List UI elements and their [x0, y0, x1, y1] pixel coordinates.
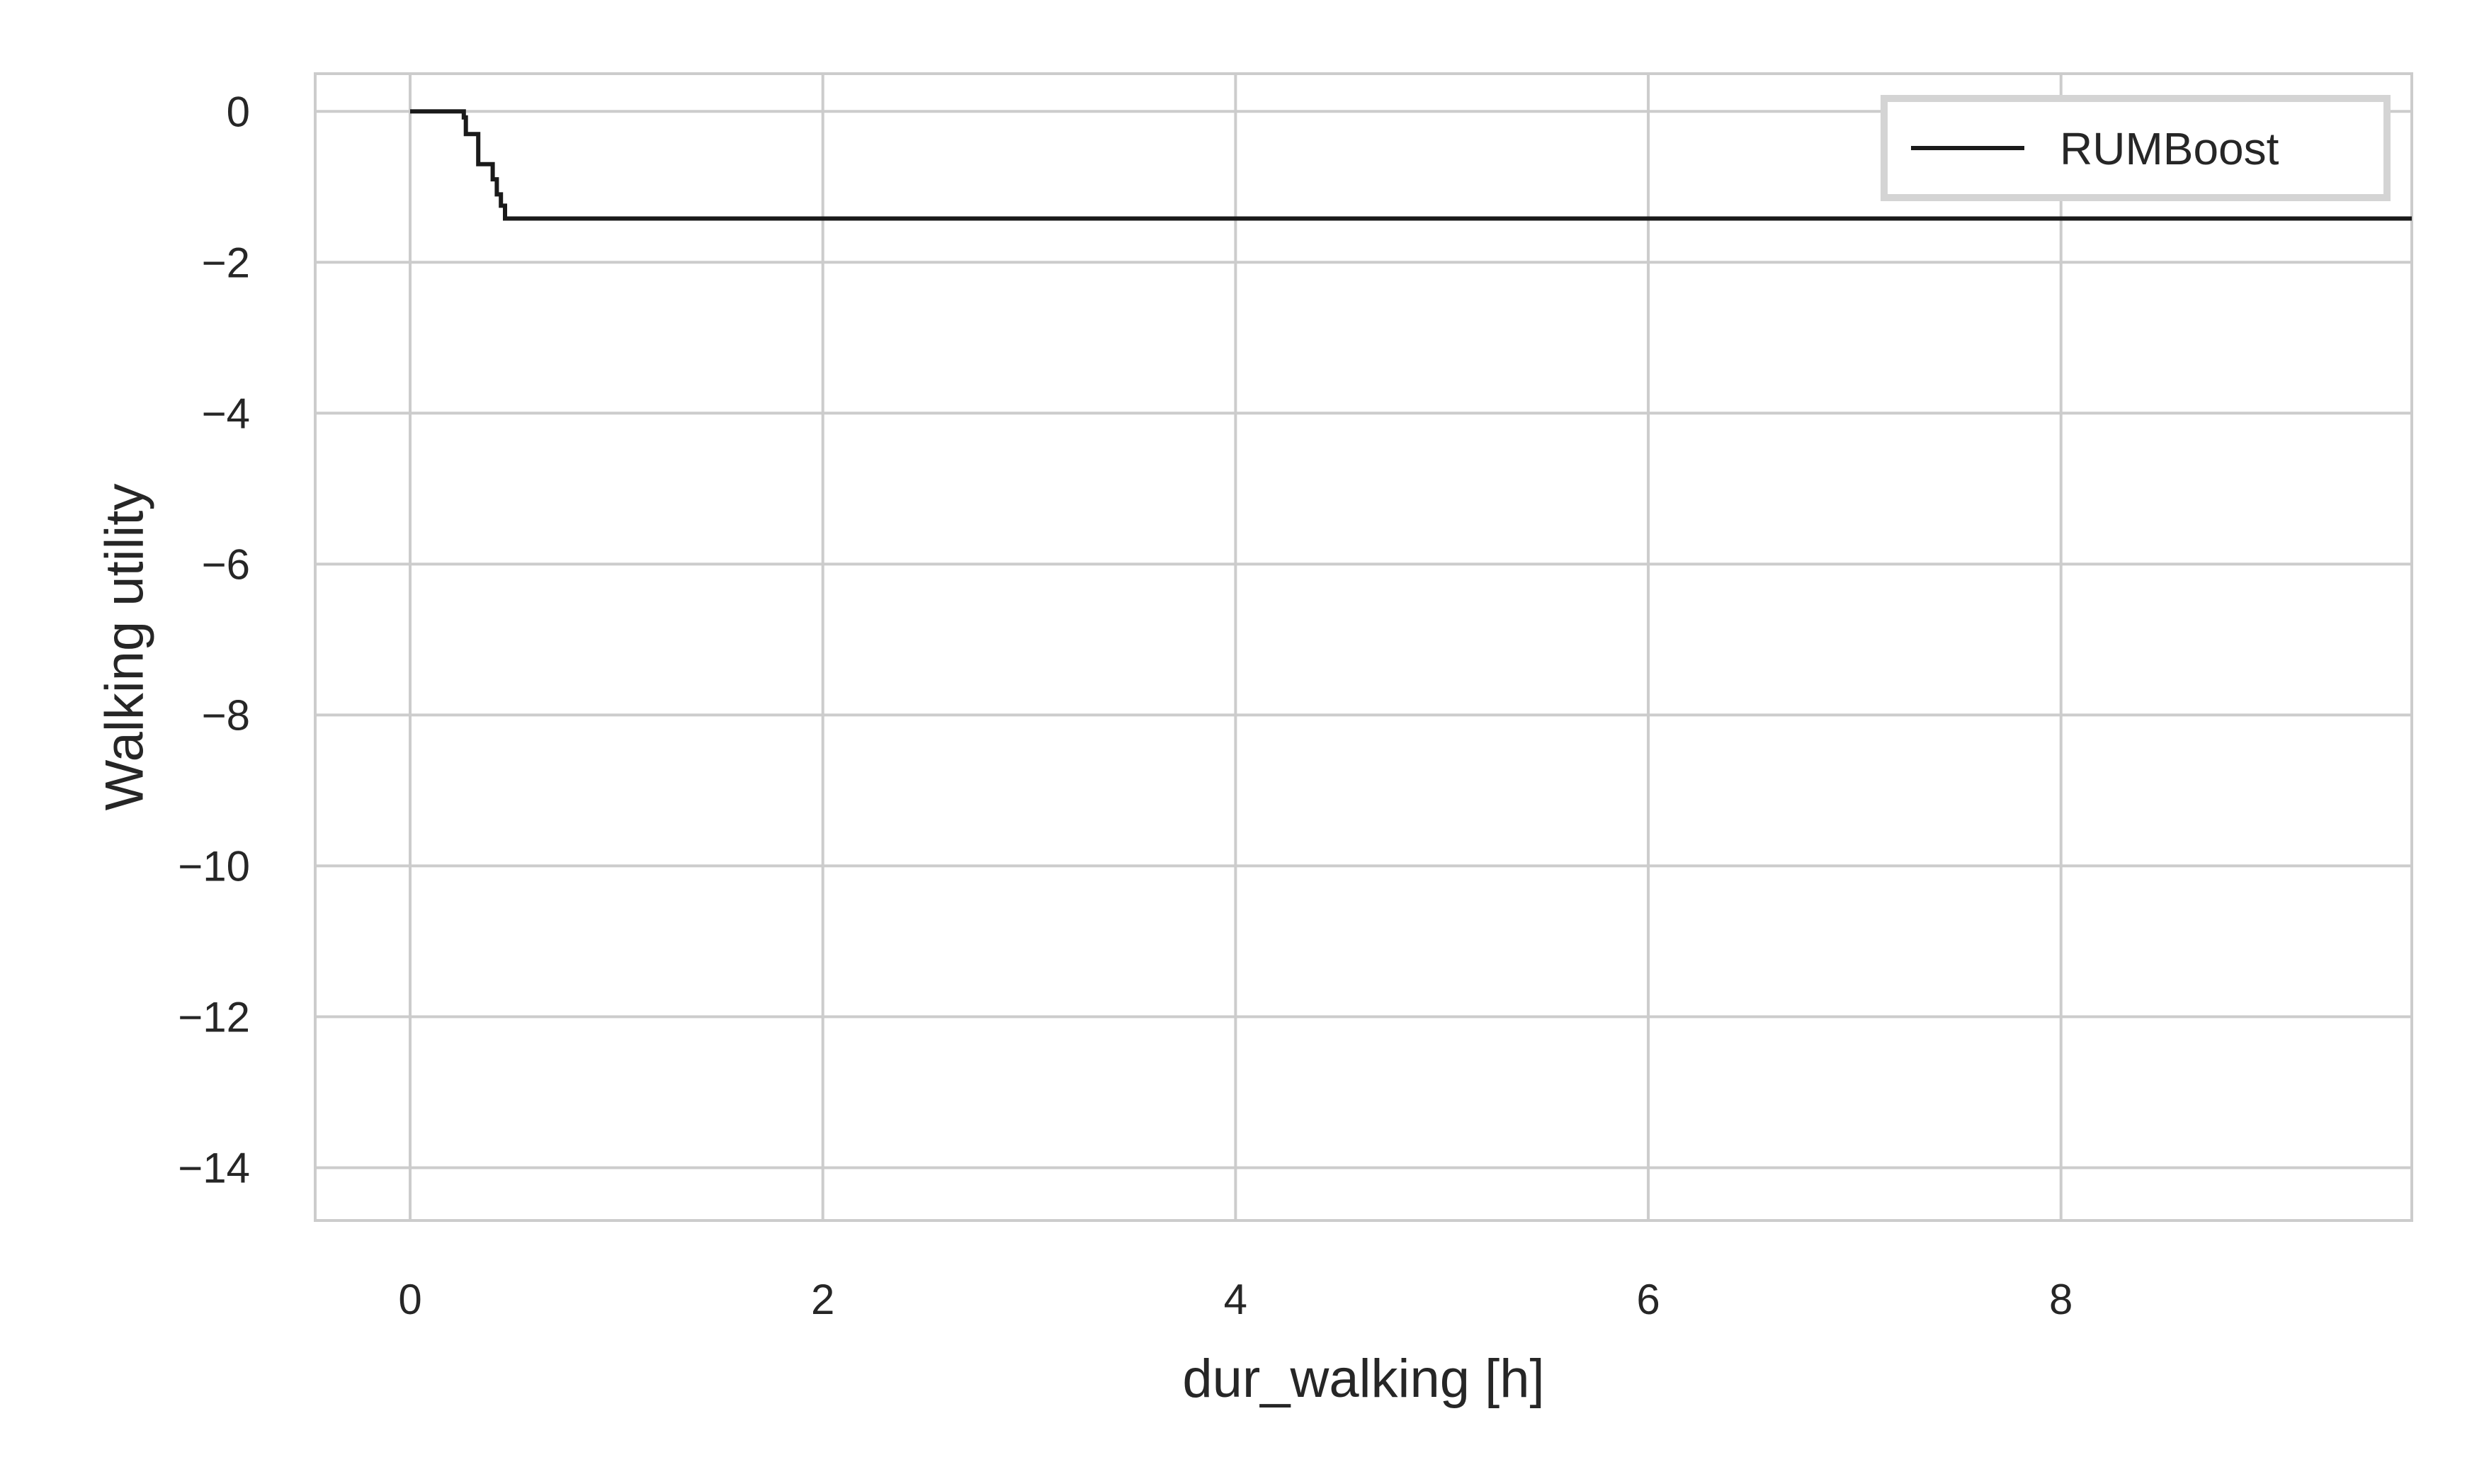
y-axis-label: Walking utility [95, 484, 155, 811]
y-tick-label: −10 [178, 842, 250, 890]
legend-box [1881, 95, 2391, 201]
y-tick-label: −14 [178, 1144, 250, 1191]
series-layer [410, 109, 2412, 221]
legend-label: RUMBoost [2060, 123, 2279, 174]
x-axis-label: dur_walking [h] [1182, 1349, 1544, 1409]
y-tick-label: −8 [202, 691, 250, 739]
x-tick-label: 0 [398, 1276, 421, 1323]
plot-area-frame [314, 72, 2413, 1222]
x-tick-label: 6 [1636, 1276, 1660, 1323]
tick-labels: 0 2 4 6 8 0 −2 −4 −6 −8 −10 −12 −14 [178, 88, 2073, 1323]
x-tick-label: 8 [2049, 1276, 2073, 1323]
y-tick-label: 0 [227, 88, 250, 135]
legend: RUMBoost [1881, 95, 2391, 201]
x-tick-label: 2 [811, 1276, 834, 1323]
y-tick-label: −2 [202, 239, 250, 286]
grid-lines [315, 74, 2412, 1220]
y-tick-label: −6 [202, 540, 250, 588]
y-tick-label: −12 [178, 993, 250, 1041]
y-tick-label: −4 [202, 390, 250, 437]
x-tick-label: 4 [1224, 1276, 1247, 1323]
series-line-rumboost [410, 109, 2412, 221]
